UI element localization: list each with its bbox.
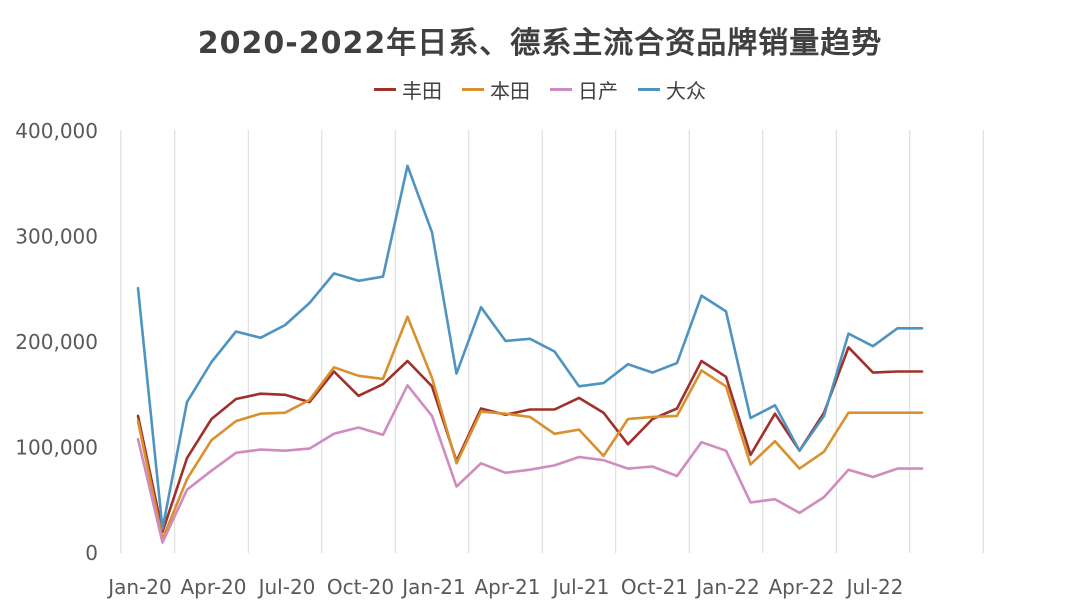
x-tick-label: Apr-20 bbox=[181, 575, 247, 599]
legend-swatch bbox=[638, 87, 660, 91]
x-tick-label: Oct-21 bbox=[621, 575, 688, 599]
legend-item: 日产 bbox=[550, 75, 618, 104]
y-tick-label: 0 bbox=[85, 541, 98, 565]
x-tick-label: Jan-21 bbox=[400, 575, 466, 599]
series-line-2 bbox=[136, 383, 924, 544]
x-tick-label: Jul-22 bbox=[845, 575, 904, 599]
legend-swatch bbox=[550, 87, 572, 91]
legend-item: 本田 bbox=[462, 75, 530, 104]
x-tick-label: Oct-20 bbox=[327, 575, 394, 599]
y-tick-label: 200,000 bbox=[15, 330, 98, 354]
legend-swatch bbox=[374, 87, 396, 91]
x-tick-label: Jul-21 bbox=[551, 575, 610, 599]
chart-title: 2020-2022年日系、德系主流合资品牌销量趋势 bbox=[197, 26, 883, 61]
legend-label: 本田 bbox=[490, 78, 530, 103]
legend: 丰田 本田 日产 大众 bbox=[0, 74, 1080, 104]
x-tick-label: Jul-20 bbox=[257, 575, 316, 599]
x-tick-label: Apr-21 bbox=[475, 575, 541, 599]
y-tick-label: 300,000 bbox=[15, 225, 98, 249]
legend-label: 大众 bbox=[666, 78, 706, 103]
y-tick-label: 100,000 bbox=[15, 436, 98, 460]
x-tick-label: Jan-20 bbox=[106, 575, 172, 599]
legend-item: 大众 bbox=[638, 75, 706, 104]
legend-item: 丰田 bbox=[374, 75, 442, 104]
y-tick-label: 400,000 bbox=[15, 119, 98, 143]
legend-label: 日产 bbox=[578, 78, 618, 103]
x-tick-label: Jan-22 bbox=[694, 575, 760, 599]
series-line-3 bbox=[136, 164, 924, 531]
series-line-1 bbox=[136, 315, 924, 541]
x-tick-label: Apr-22 bbox=[769, 575, 835, 599]
legend-label: 丰田 bbox=[402, 78, 442, 103]
legend-swatch bbox=[462, 87, 484, 91]
series-line-0 bbox=[136, 345, 924, 534]
